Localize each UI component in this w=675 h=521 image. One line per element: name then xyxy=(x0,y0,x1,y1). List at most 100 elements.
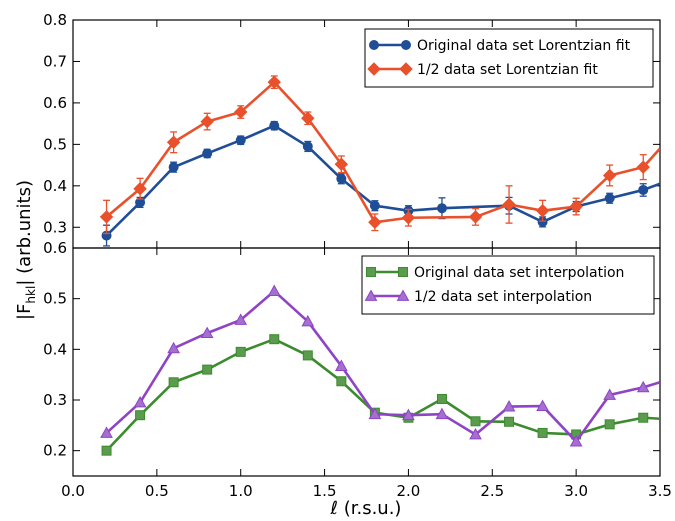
legend-top: Original data set Lorentzian fit 1/2 data… xyxy=(364,28,654,88)
plot-area: 0.8 0.7 0.6 0.5 0.4 0.3 Original data set Lore… xyxy=(43,11,672,500)
legend-label: 1/2 data set Lorentzian fit xyxy=(417,62,598,78)
x-tick-label: 2.0 xyxy=(396,482,420,500)
legend-marker xyxy=(369,40,379,50)
data-point xyxy=(535,203,550,218)
data-point xyxy=(166,135,181,149)
data-point xyxy=(636,380,650,393)
data-point xyxy=(469,427,482,440)
y-tick-label: 0.6 xyxy=(43,239,67,257)
series-line xyxy=(105,289,660,443)
panel-top: 0.8 0.7 0.6 0.5 0.4 0.3 Original data set Lore… xyxy=(43,11,661,249)
data-point xyxy=(135,410,146,421)
y-tick-label: 0.4 xyxy=(43,340,67,358)
data-point xyxy=(636,160,650,174)
data-point xyxy=(502,400,516,412)
data-point xyxy=(202,364,213,375)
data-point xyxy=(536,399,549,411)
data-point xyxy=(200,326,214,339)
data-point xyxy=(336,173,347,184)
x-tick-label: 0.5 xyxy=(145,482,169,500)
data-point xyxy=(502,197,516,212)
legend-marker xyxy=(401,40,411,50)
data-point xyxy=(569,199,583,214)
x-tick-label: 3.0 xyxy=(564,482,588,500)
legend-marker xyxy=(396,289,410,301)
data-point xyxy=(168,162,179,173)
data-point xyxy=(269,334,280,345)
data-point xyxy=(334,157,349,171)
data-point xyxy=(468,210,483,224)
data-point xyxy=(368,215,382,230)
x-tick-label: 2.5 xyxy=(480,482,504,500)
y-tick-label: 0.7 xyxy=(43,52,67,70)
data-point xyxy=(603,388,617,400)
data-point xyxy=(302,350,313,361)
legend-label: Original data set Lorentzian fit xyxy=(417,38,631,54)
y-tick-label: 0.3 xyxy=(43,218,67,236)
data-point xyxy=(602,168,617,183)
y-tick-label: 0.5 xyxy=(43,290,67,308)
data-point xyxy=(402,408,415,421)
y-tick-label: 0.2 xyxy=(43,442,67,460)
data-point xyxy=(604,193,615,204)
data-point xyxy=(436,393,447,404)
series-top-0 xyxy=(101,120,660,247)
data-point xyxy=(202,148,213,159)
data-point xyxy=(537,427,548,438)
data-point xyxy=(269,120,280,131)
data-point xyxy=(235,135,246,146)
data-point xyxy=(435,407,449,420)
series-bottom-1 xyxy=(100,284,660,447)
legend-marker xyxy=(367,62,381,76)
data-point xyxy=(99,210,114,224)
data-point xyxy=(133,182,147,196)
data-point xyxy=(235,346,246,357)
legend-marker xyxy=(398,267,408,277)
data-point xyxy=(569,435,583,447)
data-point xyxy=(604,419,615,430)
y-tick-label: 0.6 xyxy=(43,94,67,112)
x-axis-label: ℓ (r.s.u.) xyxy=(330,498,402,519)
data-point xyxy=(234,105,248,119)
data-point xyxy=(336,376,347,387)
data-point xyxy=(100,426,113,438)
x-tick-label: 1.0 xyxy=(229,482,253,500)
legend-marker xyxy=(366,267,376,277)
data-point xyxy=(200,114,214,129)
y-tick-label: 0.8 xyxy=(43,11,67,29)
data-point xyxy=(401,211,416,225)
data-point xyxy=(167,341,180,354)
data-point xyxy=(301,314,315,327)
data-point xyxy=(334,359,348,371)
series-line xyxy=(105,124,660,237)
legend-bottom: Original data set interpolation 1/2 data … xyxy=(361,255,655,315)
data-point xyxy=(133,396,147,408)
data-point xyxy=(368,407,382,420)
data-point xyxy=(369,200,380,211)
data-point xyxy=(234,313,248,325)
data-point xyxy=(301,111,315,125)
data-point xyxy=(267,284,281,296)
y-tick-label: 0.4 xyxy=(43,177,67,195)
x-tick-label: 3.5 xyxy=(648,482,672,500)
x-tick-label: 1.5 xyxy=(313,482,337,500)
legend-label: 1/2 data set interpolation xyxy=(414,289,592,305)
data-point xyxy=(302,141,313,152)
y-tick-label: 0.5 xyxy=(43,135,67,153)
data-point xyxy=(101,445,112,456)
data-point xyxy=(267,75,281,89)
legend-marker xyxy=(399,62,413,76)
panel-bottom: 0.6 0.5 0.4 0.3 0.2 0.0 0.5 1.0 1.5 2.0 2.5 3.0 3.5 O… xyxy=(43,239,672,500)
data-point xyxy=(470,416,481,427)
panel-frame xyxy=(72,247,661,477)
series-top-1 xyxy=(99,75,660,235)
legend-marker xyxy=(364,289,378,301)
data-point xyxy=(504,416,515,427)
legend-box xyxy=(364,28,654,88)
data-point xyxy=(436,203,447,214)
data-point xyxy=(638,184,649,195)
y-axis-label: |Fhkl| (arb.units) xyxy=(14,180,38,320)
legend-label: Original data set interpolation xyxy=(414,265,624,281)
data-point xyxy=(168,377,179,388)
